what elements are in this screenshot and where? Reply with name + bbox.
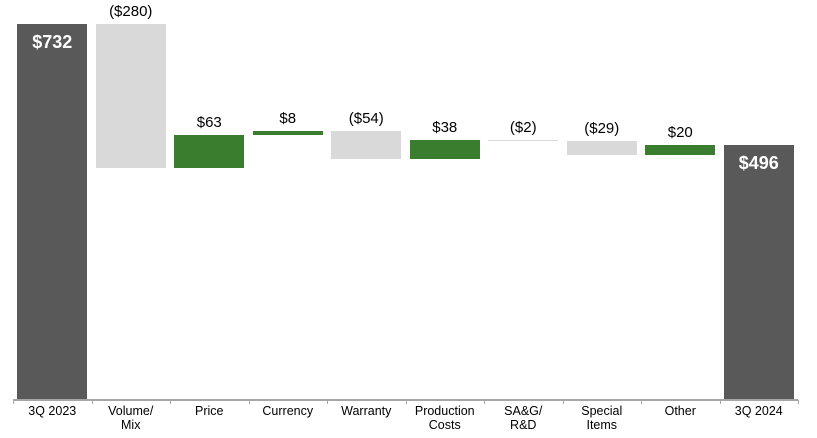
axis-label-3q-2023: 3Q 2023 xyxy=(28,404,77,418)
bar-warranty xyxy=(331,131,402,160)
value-label-currency: $8 xyxy=(279,110,297,128)
bar-volume-mix xyxy=(95,24,166,168)
x-axis-tick xyxy=(562,400,564,404)
value-label-production-costs: $38 xyxy=(432,118,458,136)
axis-label-special-items: Special Items xyxy=(581,404,623,432)
x-axis-tick xyxy=(13,400,14,404)
bar-sa-g-r-d xyxy=(488,139,559,141)
bar-production-costs xyxy=(409,139,480,160)
x-axis-tick xyxy=(327,400,328,404)
bar-3q-2023 xyxy=(17,24,88,400)
x-axis-tick xyxy=(91,400,93,404)
x-axis-tick xyxy=(484,400,485,404)
bar-3q-2024 xyxy=(723,145,794,400)
axis-label-other: Other xyxy=(664,404,696,418)
x-axis-tick xyxy=(170,400,171,404)
value-label-volume-mix: ($280) xyxy=(109,3,153,20)
value-label-special-items: ($29) xyxy=(584,119,620,137)
value-label-3q-2024: $496 xyxy=(738,153,779,174)
x-axis-tick xyxy=(248,400,250,404)
axis-label-volume-mix: Volume/ Mix xyxy=(108,404,154,432)
axis-label-production-costs: Production Costs xyxy=(414,404,475,432)
bar-special-items xyxy=(566,140,637,156)
value-label-3q-2023: $732 xyxy=(32,32,73,52)
axis-label-currency: Currency xyxy=(262,404,314,418)
value-label-other: $20 xyxy=(667,124,693,142)
x-axis-tick xyxy=(641,400,642,404)
x-axis-tick xyxy=(798,400,799,404)
value-label-warranty: ($54) xyxy=(348,110,384,128)
axis-label-3q-2024: 3Q 2024 xyxy=(734,404,783,418)
bar-currency xyxy=(252,131,323,136)
bar-price xyxy=(174,135,245,168)
value-label-price: $63 xyxy=(196,114,222,132)
axis-label-warranty: Warranty xyxy=(341,404,392,418)
x-axis-line xyxy=(13,399,798,401)
axis-label-price: Price xyxy=(195,404,224,418)
axis-label-sa-g-r-d: SA&G/ R&D xyxy=(504,404,543,432)
bar-other xyxy=(645,145,716,156)
x-axis-tick xyxy=(405,400,407,404)
value-label-sa-g-r-d: ($2) xyxy=(509,118,537,136)
x-axis-tick xyxy=(719,400,721,404)
